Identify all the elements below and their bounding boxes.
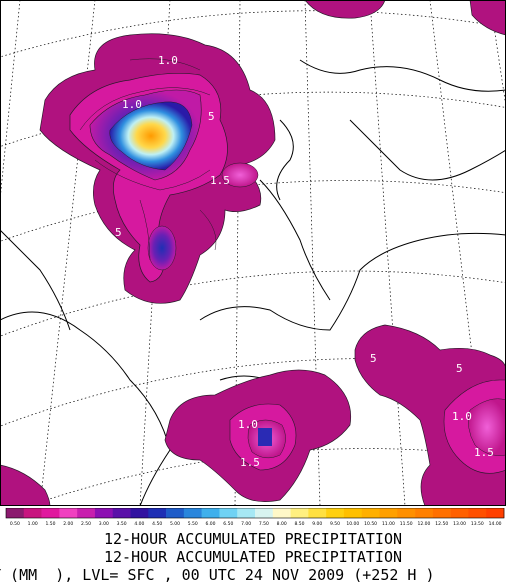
colorbar-label: 14.00	[489, 521, 502, 527]
precip-region-north	[304, 0, 506, 36]
colorbar-label: 7.50	[259, 521, 269, 527]
contour-labels: 1.0 1.0 1.5 5 5 1.0 1.5 5 5 1.0 1.5	[115, 54, 494, 469]
colorbar-swatch	[148, 508, 167, 518]
caption-line-3: T (MM ), LVL= SFC , 00 UTC 24 NOV 2009 (…	[0, 566, 435, 584]
caption-line-1: 12-HOUR ACCUMULATED PRECIPITATION	[103, 530, 402, 548]
precip-region-southwest	[0, 464, 51, 506]
contour-label: 1.0	[122, 98, 142, 111]
colorbar-label: 3.00	[99, 521, 109, 527]
colorbar-label: 6.00	[206, 521, 216, 527]
colorbar-label: 13.50	[471, 521, 484, 527]
colorbar-swatch	[415, 508, 434, 518]
contour-label: 1.5	[210, 174, 230, 187]
colorbar-swatch	[23, 508, 42, 518]
contour-label: 5	[456, 362, 463, 375]
colorbar-label: 6.50	[223, 521, 233, 527]
colorbar-label: 4.00	[134, 521, 144, 527]
precip-region-east	[354, 324, 506, 506]
colorbar-swatch	[468, 508, 487, 518]
colorbar-swatch	[6, 508, 25, 518]
contour-label: 1.5	[474, 446, 494, 459]
contour-label: 1.0	[158, 54, 178, 67]
contour-label: 5	[115, 226, 122, 239]
precip-region-europe	[39, 33, 276, 304]
colorbar-label: 12.50	[435, 521, 448, 527]
colorbar-swatch	[272, 508, 291, 518]
colorbar-label: 11.00	[382, 521, 395, 527]
contour-label: 1.0	[238, 418, 258, 431]
colorbar-swatch	[201, 508, 220, 518]
colorbar-swatch	[290, 508, 309, 518]
colorbar-label: 2.50	[81, 521, 91, 527]
colorbar-label: 10.50	[364, 521, 377, 527]
colorbar-label: 1.00	[28, 521, 38, 527]
colorbar-frame	[5, 508, 505, 519]
colorbar-label: 7.00	[241, 521, 251, 527]
colorbar-label: 9.50	[330, 521, 340, 527]
colorbar-swatch	[112, 508, 131, 518]
colorbar-swatch	[432, 508, 451, 518]
colorbar-label: 1.50	[45, 521, 55, 527]
colorbar-swatch	[343, 508, 363, 518]
contour-label: 5	[370, 352, 377, 365]
colorbar-label: 8.00	[277, 521, 287, 527]
color-scale-bar: 0.50 1.00 1.50 2.00 2.50 3.00 3.50 4.00 4.50 5.00…	[5, 508, 505, 527]
colorbar-label: 3.50	[117, 521, 127, 527]
colorbar-swatch	[397, 508, 416, 518]
colorbar-swatch	[77, 508, 96, 518]
contour-label: 5	[208, 110, 215, 123]
colorbar-label: 5.00	[170, 521, 180, 527]
caption-line-2: 12-HOUR ACCUMULATED PRECIPITATION	[103, 548, 402, 566]
colorbar-swatch	[166, 508, 185, 518]
colorbar-label: 12.00	[418, 521, 431, 527]
colorbar-swatch	[361, 508, 380, 518]
colorbar-label: 11.50	[400, 521, 413, 527]
colorbar-label: 13.00	[453, 521, 466, 527]
colorbar-swatch	[41, 508, 60, 518]
colorbar-swatch	[486, 508, 505, 518]
colorbar-swatch	[183, 508, 202, 518]
colorbar-label: 8.50	[294, 521, 304, 527]
colorbar-swatch	[255, 508, 274, 518]
colorbar-swatch	[308, 508, 327, 518]
contour-label: 1.5	[240, 456, 260, 469]
contour-label: 1.0	[452, 410, 472, 423]
colorbar-swatch	[379, 508, 398, 518]
colorbar-swatch	[59, 508, 78, 518]
colorbar-label: 0.50	[10, 521, 20, 527]
colorbar-label: 10.00	[346, 521, 359, 527]
colorbar-label: 2.00	[63, 521, 73, 527]
colorbar-label: 5.50	[188, 521, 198, 527]
colorbar-swatch	[237, 508, 256, 518]
precipitation-map: 1.0 1.0 1.5 5 5 1.0 1.5 5 5 1.0 1.5	[0, 0, 506, 506]
colorbar-swatch	[219, 508, 238, 518]
colorbar-swatch	[130, 508, 149, 518]
colorbar-swatch	[450, 508, 469, 518]
colorbar-label: 4.50	[152, 521, 162, 527]
colorbar-label: 9.00	[312, 521, 322, 527]
colorbar-swatch	[94, 508, 114, 518]
precip-region-africa	[164, 369, 352, 502]
colorbar-swatch	[326, 508, 345, 518]
